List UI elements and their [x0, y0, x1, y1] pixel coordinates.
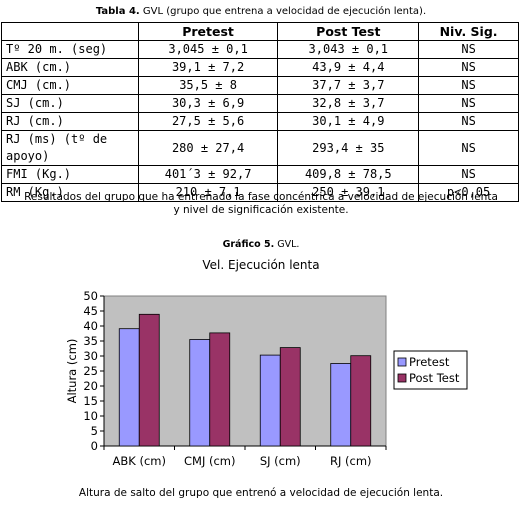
bar-pretest — [259, 354, 281, 447]
y-tick-label: 35 — [83, 334, 98, 348]
significance-cell: p<0,05 — [418, 183, 519, 202]
table-row: CMJ (cm.) 35,5 ± 8 37,7 ± 3,7 NS — [1, 76, 519, 95]
y-tick-label: 5 — [91, 424, 98, 438]
y-tick-label: 40 — [83, 319, 98, 333]
table-note-line2: y nivel de significación existente. — [173, 204, 349, 216]
pretest-cell: 39,1 ± 7,2 — [137, 58, 279, 77]
y-tick-label: 50 — [83, 289, 98, 303]
table-row: RJ (cm.) 27,5 ± 5,6 30,1 ± 4,9 NS — [1, 112, 519, 131]
posttest-cell: 30,1 ± 4,9 — [277, 112, 420, 131]
row-label: CMJ (cm.) — [1, 76, 139, 95]
row-label: RM (Kg.) — [1, 183, 139, 202]
y-tick-label: 20 — [83, 379, 98, 393]
x-tick-label: CMJ (cm) — [184, 454, 236, 468]
row-label: RJ (cm.) — [1, 112, 139, 131]
y-tick-label: 30 — [83, 349, 98, 363]
posttest-cell: 250 ± 39,1 — [277, 183, 420, 202]
y-tick-label: 45 — [83, 304, 98, 318]
posttest-cell: 409,8 ± 78,5 — [277, 165, 420, 184]
x-tick-label: RJ (cm) — [330, 454, 372, 468]
legend-label: Post Test — [409, 371, 460, 385]
header-posttest: Post Test — [277, 22, 420, 41]
bar-post-test — [279, 347, 301, 447]
posttest-cell: 3,043 ± 0,1 — [277, 40, 420, 59]
significance-cell: NS — [418, 130, 519, 166]
posttest-cell: 43,9 ± 4,4 — [277, 58, 420, 77]
graphic-caption-number: Gráfico 5. — [222, 239, 275, 250]
graphic-caption: Gráfico 5. GVL. — [0, 239, 522, 250]
significance-cell: NS — [418, 112, 519, 131]
pretest-cell: 401´3 ± 92,7 — [137, 165, 279, 184]
bar-post-test — [350, 355, 372, 447]
graphic-bottom-caption: Altura de salto del grupo que entrenó a … — [78, 487, 444, 499]
y-tick-label: 15 — [83, 394, 98, 408]
posttest-cell: 32,8 ± 3,7 — [277, 94, 420, 113]
row-label: Tº 20 m. (seg) — [1, 40, 139, 59]
significance-cell: NS — [418, 76, 519, 95]
y-tick-label: 10 — [83, 409, 98, 423]
row-label: SJ (cm.) — [1, 94, 139, 113]
bar-post-test — [138, 313, 160, 447]
graphic-caption-text: GVL. — [274, 239, 300, 250]
table-row: RJ (ms) (tº de apoyo) 280 ± 27,4 293,4 ± 3… — [1, 130, 519, 166]
table-header-row: Pretest Post Test Niv. Sig. — [1, 22, 519, 41]
legend-swatch — [397, 357, 407, 367]
y-tick-label: 0 — [91, 439, 98, 453]
row-label: ABK (cm.) — [1, 58, 139, 77]
row-label: FMI (Kg.) — [1, 165, 139, 184]
x-tick-label: SJ (cm) — [260, 454, 301, 468]
legend-swatch — [397, 373, 407, 383]
table-note-line1: Resultados del grupo que ha entrenado la… — [24, 191, 498, 203]
header-empty — [1, 22, 139, 41]
results-table: Pretest Post Test Niv. Sig. Tº 20 m. (se… — [1, 22, 519, 202]
legend-box — [393, 350, 468, 390]
pretest-cell: 30,3 ± 6,9 — [137, 94, 279, 113]
header-pretest: Pretest — [137, 22, 279, 41]
bar-pretest — [189, 339, 211, 447]
pretest-cell: 210 ± 7,1 — [137, 183, 279, 202]
significance-cell: NS — [418, 165, 519, 184]
posttest-cell: 293,4 ± 35 — [277, 130, 420, 166]
table-row: FMI (Kg.) 401´3 ± 92,7 409,8 ± 78,5 NS — [1, 165, 519, 184]
bar-post-test — [209, 332, 231, 447]
posttest-cell: 37,7 ± 3,7 — [277, 76, 420, 95]
table-row: RM (Kg.) 210 ± 7,1 250 ± 39,1 p<0,05 — [1, 183, 519, 202]
table-caption-text: GVL (grupo que entrena a velocidad de ej… — [139, 6, 427, 17]
header-significance: Niv. Sig. — [418, 22, 519, 41]
bar-pretest — [330, 363, 352, 447]
bar-chart: Vel. Ejecución lenta 05101520253035404550… — [65, 258, 468, 468]
bar-pretest — [118, 328, 140, 447]
table-note: Resultados del grupo que ha entrenado la… — [0, 191, 522, 217]
significance-cell: NS — [418, 94, 519, 113]
row-label: RJ (ms) (tº de apoyo) — [1, 130, 139, 166]
table-row: Tº 20 m. (seg) 3,045 ± 0,1 3,043 ± 0,1 NS — [1, 40, 519, 59]
table-caption-number: Tabla 4. — [95, 6, 140, 17]
table-row: ABK (cm.) 39,1 ± 7,2 43,9 ± 4,4 NS — [1, 58, 519, 77]
significance-cell: NS — [418, 40, 519, 59]
pretest-cell: 280 ± 27,4 — [137, 130, 279, 166]
table-caption: Tabla 4. GVL (grupo que entrena a veloci… — [0, 6, 522, 17]
pretest-cell: 35,5 ± 8 — [137, 76, 279, 95]
y-axis-label: Altura (cm) — [65, 339, 79, 404]
y-tick-label: 25 — [83, 364, 98, 378]
chart-title: Vel. Ejecución lenta — [202, 258, 319, 272]
legend-label: Pretest — [409, 355, 450, 369]
table-row: SJ (cm.) 30,3 ± 6,9 32,8 ± 3,7 NS — [1, 94, 519, 113]
x-tick-label: ABK (cm) — [113, 454, 166, 468]
pretest-cell: 27,5 ± 5,6 — [137, 112, 279, 131]
significance-cell: NS — [418, 58, 519, 77]
pretest-cell: 3,045 ± 0,1 — [137, 40, 279, 59]
